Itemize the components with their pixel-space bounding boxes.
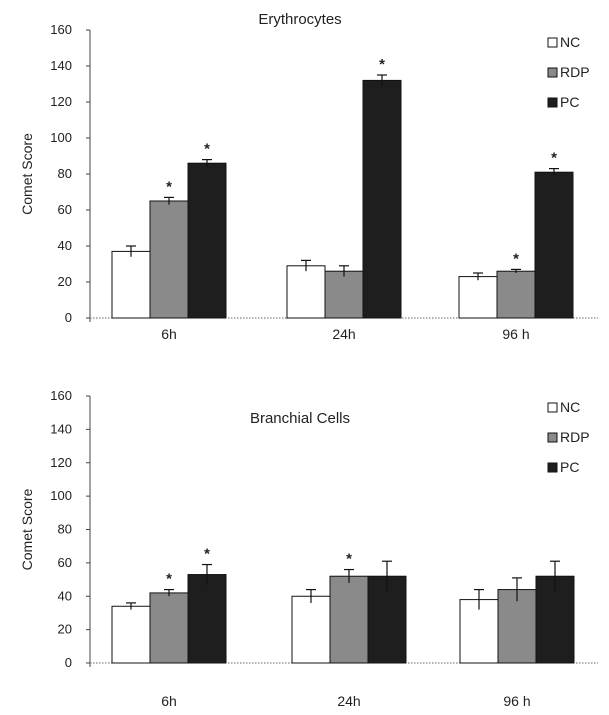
- chart-title: Erythrocytes: [258, 11, 341, 28]
- x-tick-label: 24h: [332, 326, 355, 342]
- legend-label-pc: PC: [560, 459, 579, 475]
- legend-label-rdp: RDP: [560, 64, 590, 80]
- bar-nc: [458, 276, 498, 319]
- y-tick-label: 80: [58, 166, 72, 181]
- y-tick-label: 0: [65, 655, 72, 670]
- bar-nc: [111, 250, 151, 319]
- significance-marker: *: [166, 178, 172, 195]
- significance-marker: *: [551, 150, 557, 167]
- bar-nc: [291, 595, 331, 664]
- significance-marker: *: [166, 571, 172, 588]
- x-tick-label: 6h: [161, 326, 177, 342]
- y-tick-label: 100: [50, 130, 72, 145]
- y-tick-label: 20: [58, 274, 72, 289]
- y-tick-label: 140: [50, 58, 72, 73]
- y-tick-label: 140: [50, 421, 72, 436]
- y-axis-label: Comet Score: [19, 488, 35, 570]
- legend-label-nc: NC: [560, 34, 580, 50]
- legend-label-nc: NC: [560, 399, 580, 415]
- bar-nc: [286, 265, 326, 319]
- bar-pc: [187, 162, 227, 319]
- significance-marker: *: [513, 250, 519, 267]
- y-tick-label: 40: [58, 238, 72, 253]
- bar-rdp: [329, 575, 369, 664]
- y-tick-label: 20: [58, 622, 72, 637]
- bar-rdp: [324, 270, 364, 319]
- legend-swatch-nc: [547, 37, 558, 48]
- significance-marker: *: [204, 141, 210, 158]
- bar-pc: [362, 79, 402, 319]
- bar-nc: [459, 599, 499, 664]
- y-tick-label: 0: [65, 310, 72, 325]
- significance-marker: *: [204, 546, 210, 563]
- y-axis-label: Comet Score: [19, 133, 35, 215]
- bar-pc: [187, 574, 227, 664]
- y-tick-label: 160: [50, 22, 72, 37]
- legend-swatch-nc: [547, 402, 558, 413]
- bar-nc: [111, 605, 151, 664]
- branchial-cells-chart: Branchial Cells Comet Score 0 20 40 60 80 100 12…: [19, 388, 598, 709]
- significance-marker: *: [346, 551, 352, 568]
- significance-marker: *: [379, 56, 385, 73]
- y-tick-label: 60: [58, 202, 72, 217]
- legend-swatch-pc: [547, 97, 558, 108]
- y-tick-label: 100: [50, 488, 72, 503]
- y-tick-label: 120: [50, 455, 72, 470]
- bar-rdp: [497, 589, 537, 664]
- y-tick-label: 40: [58, 588, 72, 603]
- bar-rdp: [149, 200, 189, 319]
- x-tick-label: 24h: [337, 693, 360, 709]
- y-tick-label: 160: [50, 388, 72, 403]
- bar-rdp: [149, 592, 189, 664]
- y-tick-label: 80: [58, 522, 72, 537]
- legend-label-rdp: RDP: [560, 429, 590, 445]
- legend-swatch-pc: [547, 462, 558, 473]
- bar-pc: [534, 171, 574, 319]
- chart-title: Branchial Cells: [250, 410, 350, 427]
- x-tick-label: 96 h: [502, 326, 529, 342]
- y-tick-label: 60: [58, 555, 72, 570]
- legend-swatch-rdp: [547, 432, 558, 443]
- bar-rdp: [496, 270, 536, 319]
- erythrocytes-chart: Erythrocytes Comet Score 0 20 40 60 80 100 120 14…: [19, 11, 598, 342]
- x-tick-label: 6h: [161, 693, 177, 709]
- y-tick-label: 120: [50, 94, 72, 109]
- legend-label-pc: PC: [560, 94, 579, 110]
- x-tick-label: 96 h: [503, 693, 530, 709]
- legend-swatch-rdp: [547, 67, 558, 78]
